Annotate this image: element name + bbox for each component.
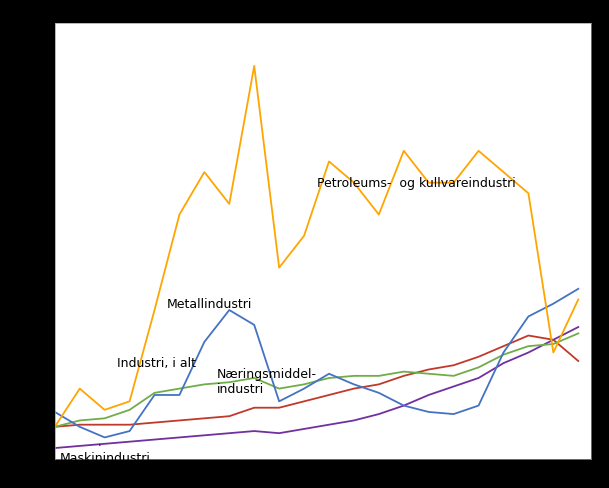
Text: Næringsmiddel-
industri: Næringsmiddel- industri <box>217 367 317 395</box>
Text: Industri, i alt: Industri, i alt <box>117 357 196 370</box>
Text: Metallindustri: Metallindustri <box>167 298 252 310</box>
Text: Petroleums-  og kullvareindustri: Petroleums- og kullvareindustri <box>317 177 515 190</box>
Text: Maskinindustri: Maskinindustri <box>60 445 150 464</box>
